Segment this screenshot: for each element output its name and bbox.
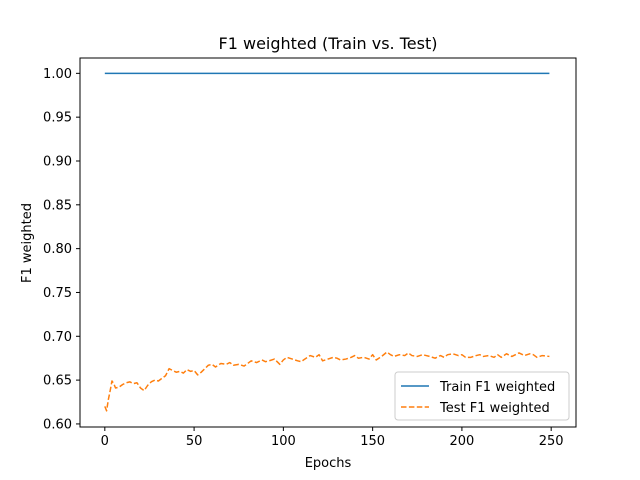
x-tick-label: 150 <box>360 434 385 449</box>
axes-frame <box>79 57 577 428</box>
x-tick-label: 0 <box>101 434 109 449</box>
plot-area <box>104 72 550 412</box>
y-axis-label: F1 weighted <box>20 203 35 283</box>
y-tick-label: 1.00 <box>43 67 72 82</box>
y-tick-label: 0.75 <box>43 286 72 301</box>
x-tick-label: 250 <box>539 434 564 449</box>
y-tick-label: 0.90 <box>43 154 72 169</box>
y-axis-ticks: 0.60 0.65 0.70 0.75 0.80 0.85 0.90 0.95 1.00 <box>43 67 80 432</box>
chart-title: F1 weighted (Train vs. Test) <box>219 34 438 53</box>
legend-label-test: Test F1 weighted <box>439 401 550 416</box>
x-axis-ticks: 0 50 100 150 200 250 <box>101 427 564 449</box>
y-tick-label: 0.95 <box>43 111 72 126</box>
x-tick-label: 50 <box>186 434 203 449</box>
legend-label-train: Train F1 weighted <box>439 380 555 395</box>
y-tick-label: 0.70 <box>43 330 72 345</box>
y-tick-label: 0.60 <box>43 417 72 432</box>
x-axis-label: Epochs <box>305 456 352 471</box>
series-line-test <box>104 351 550 412</box>
legend: Train F1 weighted Test F1 weighted <box>394 371 570 421</box>
x-tick-label: 200 <box>449 434 474 449</box>
y-tick-label: 0.80 <box>43 242 72 257</box>
x-tick-label: 100 <box>271 434 296 449</box>
y-tick-label: 0.65 <box>43 374 72 389</box>
y-tick-label: 0.85 <box>43 198 72 213</box>
legend-box <box>394 371 570 421</box>
